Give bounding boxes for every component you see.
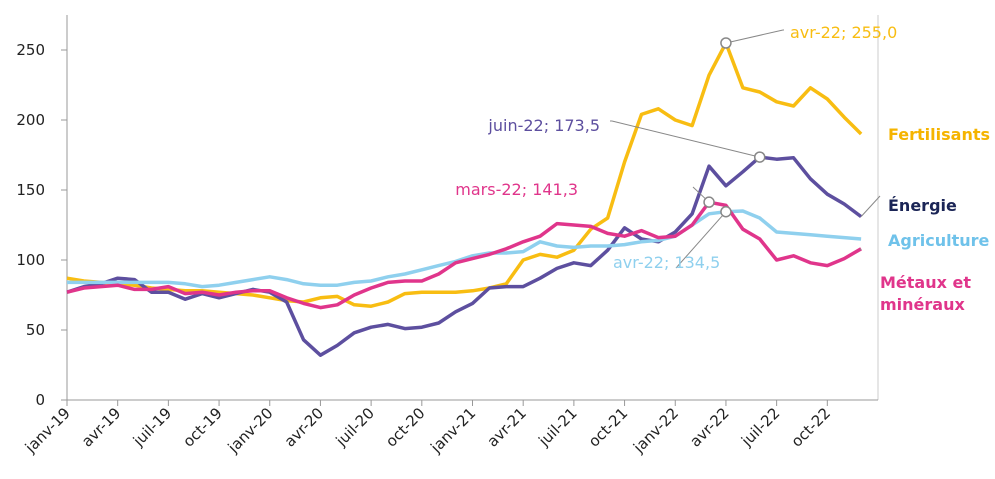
annotation-marker — [753, 151, 766, 163]
series-label: Agriculture — [888, 231, 990, 250]
x-tick-label: oct-21 — [585, 404, 632, 451]
x-tick-label: janv-20 — [224, 404, 277, 457]
x-tick-label: juil-21 — [534, 404, 580, 450]
x-tick-label: janv-22 — [629, 404, 682, 457]
annotation-label: avr-22; 255,0 — [790, 23, 897, 42]
y-tick-label: 50 — [26, 321, 45, 339]
series-line — [67, 209, 862, 289]
x-tick-label: oct-20 — [382, 404, 429, 451]
x-tick-label: avr-21 — [484, 404, 531, 451]
y-tick-label: 0 — [35, 391, 45, 409]
annotation-marker — [720, 37, 732, 49]
y-tick-label: 100 — [16, 251, 45, 269]
y-tick-label: 150 — [16, 181, 45, 199]
series-label: Énergie — [888, 196, 957, 215]
x-tick-label: oct-22 — [788, 404, 835, 451]
x-tick-label: juil-22 — [737, 404, 783, 450]
series-line — [66, 155, 863, 357]
x-tick-label: avr-19 — [78, 404, 125, 451]
x-tick-label: avr-22 — [686, 404, 733, 451]
series-label: Fertilisants — [888, 125, 991, 144]
x-tick-label: juil-19 — [129, 404, 175, 450]
leader-line — [611, 120, 760, 158]
x-tick-label: juil-20 — [332, 404, 378, 450]
x-tick-label: oct-19 — [179, 404, 226, 451]
y-tick-label: 200 — [16, 111, 45, 129]
legend-leader — [860, 195, 881, 217]
annotation-label: avr-22; 134,5 — [613, 253, 720, 272]
annotation-label: juin-22; 173,5 — [487, 116, 600, 135]
x-tick-label: avr-20 — [281, 404, 328, 451]
series-label: Métaux et minéraux — [880, 273, 971, 314]
annotation-label: mars-22; 141,3 — [455, 180, 578, 199]
y-tick-label: 250 — [16, 41, 45, 59]
leader-line — [675, 211, 727, 269]
x-tick-label: janv-21 — [426, 404, 479, 457]
annotation-marker — [703, 196, 715, 208]
annotation-marker — [720, 205, 732, 218]
legend-leader — [859, 248, 862, 251]
x-tick-label: janv-19 — [21, 404, 74, 457]
leader-line — [725, 29, 784, 44]
